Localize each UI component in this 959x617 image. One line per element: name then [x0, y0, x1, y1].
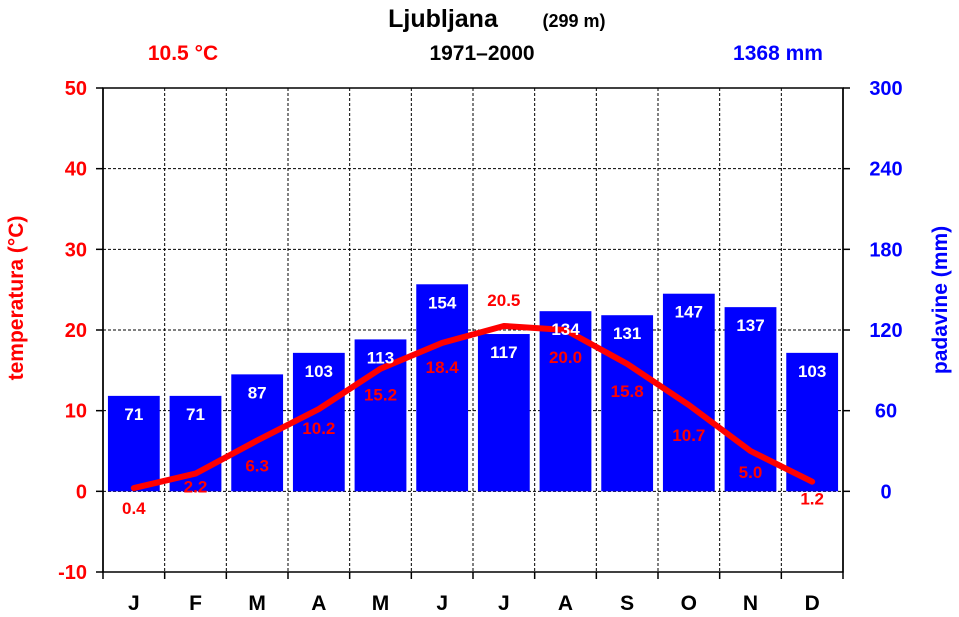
temperature-value-label: 18.4 [426, 358, 460, 377]
month-label: A [311, 592, 326, 615]
month-label: J [498, 592, 510, 615]
right-tick-label: 60 [875, 401, 897, 423]
left-tick-label: 50 [65, 78, 87, 100]
temperature-value-label: 2.2 [184, 478, 208, 497]
period-label: 1971–2000 [429, 42, 534, 65]
right-tick-label: 240 [869, 159, 902, 181]
precip-value-label: 71 [186, 405, 205, 424]
left-tick-label: 20 [65, 320, 87, 342]
precip-bar [292, 352, 345, 492]
month-label: A [558, 592, 573, 615]
grid-lines [103, 88, 843, 572]
precip-value-label: 117 [490, 343, 517, 362]
temperature-value-label: 0.4 [122, 499, 146, 518]
precip-value-label: 103 [305, 362, 333, 381]
precip-value-label: 147 [675, 303, 703, 322]
precip-bar [107, 395, 160, 492]
month-label: J [436, 592, 448, 615]
temperature-value-label: 20.0 [549, 348, 582, 367]
precip-value-label: 131 [613, 324, 641, 343]
left-tick-label: 10 [65, 401, 87, 423]
mean-temperature: 10.5 °C [148, 42, 218, 65]
station-elevation: (299 m) [542, 11, 605, 31]
month-label: M [248, 592, 266, 615]
axes: -10 0 10 20 30 40 50 0 60 120 180 240 300 J F M A M J J A S O N… [58, 78, 903, 615]
precip-value-label: 154 [428, 293, 457, 312]
month-label: M [372, 592, 390, 615]
temperature-value-label: 10.7 [672, 426, 705, 445]
right-axis-label: padavine (mm) [929, 226, 952, 374]
precip-value-label: 87 [248, 383, 267, 402]
precip-value-label: 113 [367, 348, 394, 367]
left-tick-label: 0 [76, 481, 87, 503]
left-tick-label: 40 [65, 159, 87, 181]
precip-bar [477, 334, 530, 492]
temperature-value-label: 6.3 [245, 457, 269, 476]
precip-value-label: 71 [124, 405, 143, 424]
month-label: F [189, 592, 202, 615]
right-tick-label: 180 [869, 239, 902, 261]
precipitation-bars [107, 284, 839, 492]
right-tick-label: 300 [869, 78, 902, 100]
temperature-polyline [130, 322, 816, 492]
right-tick-label: 0 [880, 481, 891, 503]
temperature-value-label: 15.2 [364, 386, 397, 405]
precip-value-label: 137 [736, 316, 764, 335]
precip-value-label: 134 [551, 320, 580, 339]
temperature-value-label: 20.5 [487, 291, 520, 310]
precip-bar [786, 352, 839, 492]
temperature-value-label: 1.2 [800, 490, 824, 509]
month-label: O [681, 592, 697, 615]
precip-bar [601, 315, 654, 492]
month-label: D [805, 592, 820, 615]
precip-bar [416, 284, 469, 492]
month-label: J [128, 592, 140, 615]
month-label: N [743, 592, 758, 615]
temperature-value-label: 5.0 [739, 463, 763, 482]
right-tick-label: 120 [869, 320, 902, 342]
month-label: S [620, 592, 634, 615]
left-tick-label: 30 [65, 239, 87, 261]
temperature-value-label: 15.8 [611, 382, 644, 401]
data-labels: 71 71 87 103 113 154 117 134 131 147 137 103 0.4 2.2 6… [122, 291, 826, 518]
temperature-line [130, 322, 816, 492]
left-axis-label: temperatura (°C) [5, 216, 28, 381]
chart-title: Ljubljana [388, 5, 499, 33]
precip-value-label: 103 [798, 362, 826, 381]
left-tick-label: -10 [58, 562, 87, 584]
temperature-value-label: 10.2 [302, 419, 335, 438]
total-precipitation: 1368 mm [733, 42, 823, 65]
